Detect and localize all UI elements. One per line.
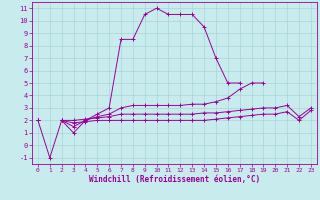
X-axis label: Windchill (Refroidissement éolien,°C): Windchill (Refroidissement éolien,°C) <box>89 175 260 184</box>
